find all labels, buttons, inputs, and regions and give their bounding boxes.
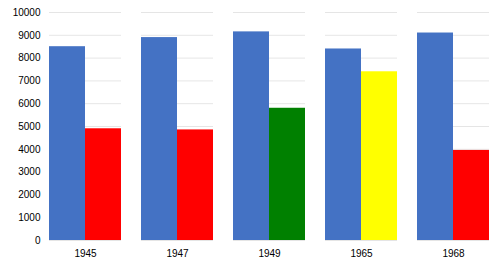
svg-text:6000: 6000 (18, 98, 41, 109)
svg-text:1949: 1949 (258, 248, 281, 259)
svg-text:0: 0 (35, 235, 41, 246)
svg-text:9000: 9000 (18, 30, 41, 41)
svg-text:1968: 1968 (442, 248, 465, 259)
svg-text:1945: 1945 (74, 248, 97, 259)
svg-text:8000: 8000 (18, 52, 41, 63)
svg-text:5000: 5000 (18, 121, 41, 132)
svg-text:3000: 3000 (18, 166, 41, 177)
svg-text:1965: 1965 (350, 248, 373, 259)
svg-text:10000: 10000 (13, 7, 41, 18)
svg-text:7000: 7000 (18, 75, 41, 86)
svg-text:4000: 4000 (18, 144, 41, 155)
svg-text:1947: 1947 (166, 248, 189, 259)
svg-text:1000: 1000 (18, 212, 41, 223)
svg-text:2000: 2000 (18, 189, 41, 200)
